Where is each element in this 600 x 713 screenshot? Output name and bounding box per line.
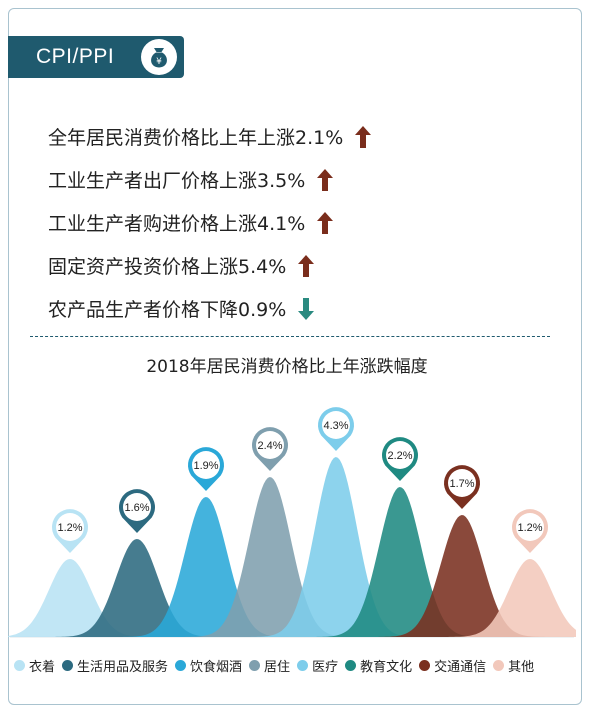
legend-swatch [493, 660, 505, 671]
bell-curve-3 [181, 477, 358, 637]
stat-text: 工业生产者出厂价格上涨3.5% [48, 170, 306, 192]
dashed-divider [30, 336, 550, 337]
bell-curve-6 [373, 515, 550, 637]
legend-swatch [249, 660, 261, 671]
cpi-change-chart: 1.2% 1.6% 1.9% 2.4% 4.3% 2.2% 1.7% 1.2% [8, 407, 576, 638]
legend-item: 居住 [249, 656, 290, 675]
legend-label: 教育文化 [360, 660, 413, 675]
stats-list: 全年居民消费价格比上年上涨2.1% 工业生产者出厂价格上涨3.5% 工业生产者购… [48, 115, 548, 330]
data-label: 1.6% [124, 502, 149, 514]
stat-row: 工业生产者出厂价格上涨3.5% [48, 158, 548, 201]
up-arrow-icon [317, 211, 334, 234]
marker-inner [448, 469, 476, 497]
section-header: CPI/PPI ¥ [8, 36, 184, 78]
legend-label: 饮食烟酒 [190, 660, 243, 675]
up-arrow-icon [317, 168, 334, 191]
legend-label: 居住 [264, 660, 291, 675]
data-label: 1.7% [449, 478, 474, 490]
marker-inner [256, 431, 284, 459]
marker-inner [56, 513, 84, 541]
value-marker-7: 1.2% [512, 509, 548, 553]
up-arrow-icon [355, 125, 372, 148]
data-label: 2.4% [257, 440, 282, 452]
legend-item: 医疗 [297, 656, 338, 675]
legend-item: 衣着 [14, 656, 55, 675]
value-marker-2: 1.9% [187, 447, 224, 491]
bell-curve-0 [8, 559, 158, 637]
legend-label: 生活用品及服务 [77, 660, 169, 675]
value-marker-0: 1.2% [52, 509, 88, 553]
value-marker-4: 4.3% [318, 407, 354, 451]
marker-inner [516, 513, 544, 541]
stat-row: 农产品生产者价格下降0.9% [48, 287, 548, 330]
legend-item: 其他 [493, 656, 534, 675]
stat-row: 工业生产者购进价格上涨4.1% [48, 201, 548, 244]
stat-row: 全年居民消费价格比上年上涨2.1% [48, 115, 548, 158]
legend-swatch [297, 660, 309, 671]
money-bag-yuan-icon: ¥ [141, 39, 177, 75]
stat-text: 全年居民消费价格比上年上涨2.1% [48, 127, 344, 149]
legend-item: 教育文化 [345, 656, 412, 675]
legend-item: 交通通信 [419, 656, 486, 675]
legend-item: 饮食烟酒 [175, 656, 242, 675]
up-arrow-icon [298, 254, 315, 277]
stat-row: 固定资产投资价格上涨5.4% [48, 244, 548, 287]
data-label: 4.3% [323, 420, 348, 432]
data-label: 1.2% [517, 522, 542, 534]
bell-curve-4 [247, 457, 424, 637]
section-title: CPI/PPI [36, 45, 115, 68]
stat-text: 农产品生产者价格下降0.9% [48, 299, 287, 321]
value-marker-5: 2.2% [382, 437, 418, 481]
data-label: 1.9% [193, 460, 218, 472]
legend-swatch [175, 660, 187, 671]
legend-label: 衣着 [29, 660, 56, 675]
stat-text: 固定资产投资价格上涨5.4% [48, 256, 287, 278]
bell-curve-7 [441, 559, 576, 637]
marker-inner [192, 451, 220, 479]
legend-item: 生活用品及服务 [62, 656, 168, 675]
value-marker-6: 1.7% [444, 465, 480, 509]
legend-label: 交通通信 [434, 660, 487, 675]
marker-inner [123, 493, 151, 521]
bell-curve-2 [117, 497, 294, 637]
bell-curve-1 [48, 539, 225, 637]
svg-text:¥: ¥ [156, 57, 162, 67]
stat-text: 工业生产者购进价格上涨4.1% [48, 213, 306, 235]
legend-swatch [419, 660, 431, 671]
legend-swatch [62, 660, 74, 671]
down-arrow-icon [298, 297, 315, 320]
marker-inner [386, 441, 414, 469]
data-label: 2.2% [387, 450, 412, 462]
legend-label: 医疗 [312, 660, 339, 675]
legend-label: 其他 [508, 660, 535, 675]
marker-inner [322, 411, 350, 439]
value-marker-1: 1.6% [118, 489, 155, 533]
legend-swatch [14, 660, 25, 671]
legend-swatch [345, 660, 357, 671]
chart-legend: 衣着 生活用品及服务 饮食烟酒 居住 医疗 教育文化 交通通信 其他 [14, 656, 584, 675]
chart-title: 2018年居民消费价格比上年涨跌幅度 [146, 357, 428, 377]
data-label: 1.2% [57, 522, 82, 534]
bell-curve-5 [311, 487, 488, 637]
value-marker-3: 2.4% [252, 427, 288, 471]
